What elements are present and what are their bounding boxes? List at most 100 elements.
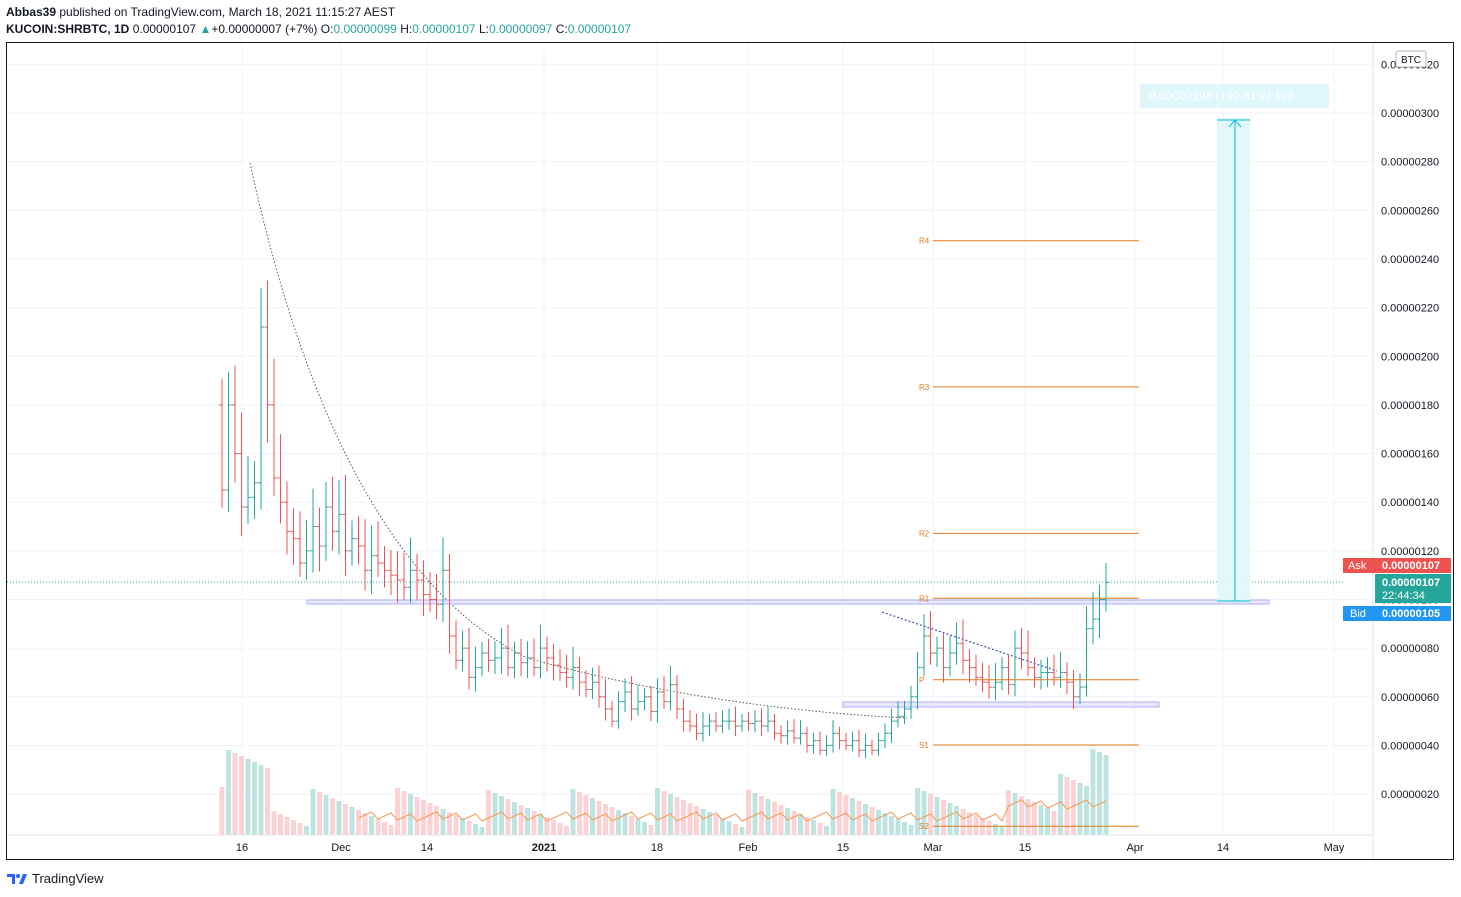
volume-bar	[1058, 774, 1063, 835]
pivot-lines[interactable]: R4 R3 R2 R1 P S1 S2	[919, 237, 1139, 832]
time-tick-label: 15	[1019, 842, 1031, 854]
volume-bar	[447, 812, 452, 835]
volume-bar	[1045, 808, 1050, 835]
chart-frame[interactable]: R4 R3 R2 R1 P S1 S2 0.00000198 (199.81%) 198 0…	[6, 42, 1454, 860]
volume-bar	[895, 819, 901, 835]
volume-bar	[414, 797, 420, 835]
volume-bar	[551, 820, 556, 835]
volume-bar	[1038, 805, 1044, 835]
volume-bar	[603, 804, 608, 835]
volume-bar	[427, 803, 433, 835]
volume-bar	[291, 820, 296, 835]
publisher-name[interactable]: Abbas39	[6, 5, 57, 19]
volume-bar	[694, 806, 699, 835]
volume-bar	[317, 792, 322, 835]
resistance-zone[interactable]	[306, 599, 1270, 605]
volume-bar	[954, 806, 959, 835]
volume-bar	[375, 819, 381, 835]
volume-bar	[499, 796, 504, 835]
volume-bar	[323, 795, 329, 835]
volume-bar	[330, 798, 335, 835]
volume-bar	[278, 814, 283, 835]
drawings[interactable]	[7, 162, 1343, 719]
price-chart[interactable]: R4 R3 R2 R1 P S1 S2 0.00000198 (199.81%) 198 0…	[7, 43, 1453, 859]
volume-bar	[382, 822, 387, 835]
volume-bar	[817, 823, 823, 835]
support-zone[interactable]	[842, 701, 1160, 708]
pivot-label: S1	[919, 741, 929, 750]
volume-bar	[1019, 796, 1024, 835]
up-triangle-icon: ▲	[199, 22, 212, 36]
volume-bar	[271, 811, 277, 835]
volume-bar	[1032, 802, 1037, 835]
price-axis[interactable]: 0.00000020 0.00000040 0.00000060 0.00000080…	[1372, 43, 1439, 859]
currency-badge[interactable]	[1395, 50, 1427, 68]
volume-bar	[473, 824, 478, 835]
price-tick-label: 0.00000080	[1381, 643, 1439, 655]
low-label: L:	[478, 22, 489, 36]
price-tick-label: 0.00000020	[1381, 789, 1439, 801]
volume-bar	[993, 824, 998, 835]
ohlc-bars	[219, 280, 1109, 759]
open-label: O:	[320, 22, 334, 36]
volume-bar	[850, 798, 855, 835]
volume-bar	[967, 812, 972, 835]
volume-bar	[583, 795, 589, 835]
tradingview-footer[interactable]: TradingView	[6, 871, 104, 886]
volume-bar	[336, 801, 342, 835]
volume-bar	[479, 827, 485, 835]
parabolic-curve[interactable]	[249, 162, 908, 719]
volume-bar	[369, 816, 374, 835]
pivot-label: R3	[919, 383, 930, 392]
volume-bar	[661, 791, 667, 835]
volume-bar	[713, 815, 719, 835]
currency-label: BTC	[1401, 55, 1421, 66]
price-change: +0.00000007 (+7%)	[211, 22, 318, 36]
price-tick-label: 0.00000040	[1381, 740, 1439, 752]
volume-bar	[960, 809, 966, 835]
volume-bar	[726, 821, 732, 835]
volume-bar	[538, 814, 543, 835]
volume-bar	[837, 792, 842, 835]
volume-bar	[577, 792, 582, 835]
time-tick-label: 2021	[532, 842, 556, 854]
volume-bar	[863, 804, 868, 835]
high-value: 0.00000107	[412, 22, 476, 36]
volume-bar	[746, 790, 751, 835]
bar-countdown: 22:44:34	[1382, 590, 1425, 602]
volume-bar	[772, 802, 777, 835]
volume-bar	[765, 799, 771, 835]
volume-bar	[902, 822, 907, 835]
time-axis[interactable]: 16 Dec 14 2021 18 Feb 15 Mar 15 Apr 14 May	[7, 834, 1373, 854]
volume-bar	[986, 821, 992, 835]
price-range-projection[interactable]: 0.00000198 (199.81%) 198	[1140, 84, 1329, 602]
volume-bar	[791, 811, 797, 835]
volume-bar	[518, 805, 524, 835]
open-value: 0.00000099	[333, 22, 397, 36]
volume-bar	[297, 823, 303, 835]
volume-bar	[486, 790, 491, 835]
bid-label: Bid	[1350, 608, 1366, 620]
volume-bar	[1071, 780, 1076, 835]
volume-bar	[739, 827, 745, 835]
volume-bar	[648, 825, 654, 835]
volume-bar	[219, 787, 225, 835]
projection-label: 0.00000198 (199.81%) 198	[1149, 89, 1295, 103]
volume-bar	[284, 817, 290, 835]
volume-bar	[564, 826, 569, 835]
volume-bar	[460, 818, 465, 835]
volume-bar	[590, 798, 595, 835]
volume-bar	[1090, 749, 1096, 835]
price-tick-label: 0.00000160	[1381, 449, 1439, 461]
volume-bar	[304, 826, 309, 835]
volume-bar	[1051, 811, 1057, 835]
volume-bar	[856, 801, 862, 835]
volume-bar	[466, 821, 472, 835]
symbol-label[interactable]: KUCOIN:SHRBTC, 1D	[6, 22, 130, 36]
price-tick-label: 0.00000180	[1381, 400, 1439, 412]
volume-bar	[557, 823, 563, 835]
volume-bar	[356, 810, 361, 835]
volume-bar	[999, 827, 1005, 835]
projection-box[interactable]	[1217, 118, 1250, 602]
bid-tag	[1343, 606, 1451, 621]
